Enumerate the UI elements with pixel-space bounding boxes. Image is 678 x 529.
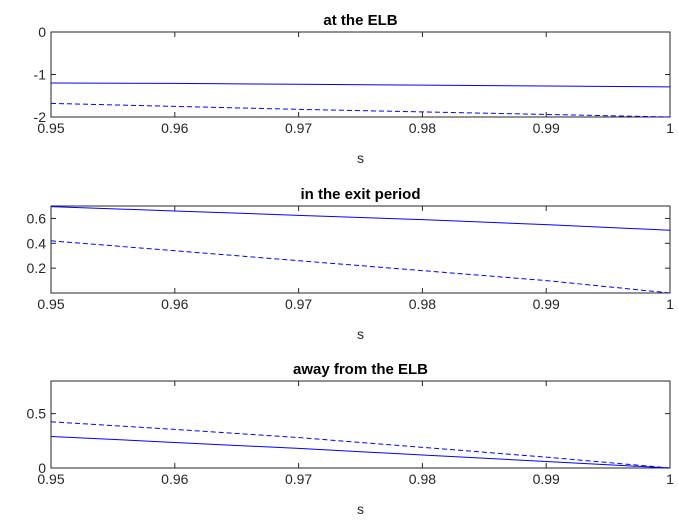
chart-title: in the exit period [300, 186, 420, 203]
plot-area [50, 205, 671, 294]
x-tick-label: 0.95 [37, 120, 64, 136]
y-tick-label: 0.4 [27, 235, 47, 251]
x-tick-label: 0.98 [409, 296, 436, 312]
subplot-2: in the exit period 0.95 0.96 0.97 0.98 0.99 1 0… [27, 186, 675, 342]
x-tick-label: 0.99 [533, 296, 560, 312]
x-tick-label: 0.95 [37, 296, 64, 312]
x-tick-label: 1 [666, 120, 674, 136]
x-tick-label: 0.95 [37, 471, 64, 487]
x-tick-label: 0.96 [161, 296, 188, 312]
y-tick-label: 0 [38, 24, 46, 40]
x-tick-label: 0.96 [161, 120, 188, 136]
x-tick-label: 0.97 [285, 471, 312, 487]
x-tick-label: 0.98 [409, 471, 436, 487]
chart-title: away from the ELB [293, 361, 428, 378]
plot-area [50, 31, 671, 118]
x-tick-label: 0.99 [533, 471, 560, 487]
x-tick-label: 0.99 [533, 120, 560, 136]
solid-series-line [50, 82, 671, 88]
plot-area [50, 380, 671, 469]
x-axis-label: s [357, 501, 364, 517]
solid-series-line [50, 206, 671, 231]
y-tick-label: -1 [34, 67, 47, 83]
x-tick-label: 1 [666, 296, 674, 312]
x-axis-label: s [357, 150, 364, 166]
chart-title: at the ELB [323, 12, 397, 29]
y-tick-label: 0 [38, 460, 46, 476]
solid-series-line [50, 435, 671, 469]
dashed-series-line [50, 102, 671, 118]
y-tick-label: 0.5 [27, 406, 47, 422]
x-tick-label: 0.98 [409, 120, 436, 136]
subplot-3: away from the ELB 0.95 0.96 0.97 0.98 0.99 1 0 0… [27, 361, 675, 517]
y-tick-label: 0.6 [27, 210, 47, 226]
subplot-1: at the ELB 0.95 0.96 0.97 0.98 0.99 1 -2 -1 0 s [34, 12, 675, 166]
x-tick-label: 0.97 [285, 120, 312, 136]
y-tick-label: 0.2 [27, 260, 47, 276]
x-tick-label: 1 [666, 471, 674, 487]
x-tick-label: 0.96 [161, 471, 188, 487]
y-tick-label: -2 [34, 109, 47, 125]
x-axis-label: s [357, 326, 364, 342]
x-tick-label: 0.97 [285, 296, 312, 312]
